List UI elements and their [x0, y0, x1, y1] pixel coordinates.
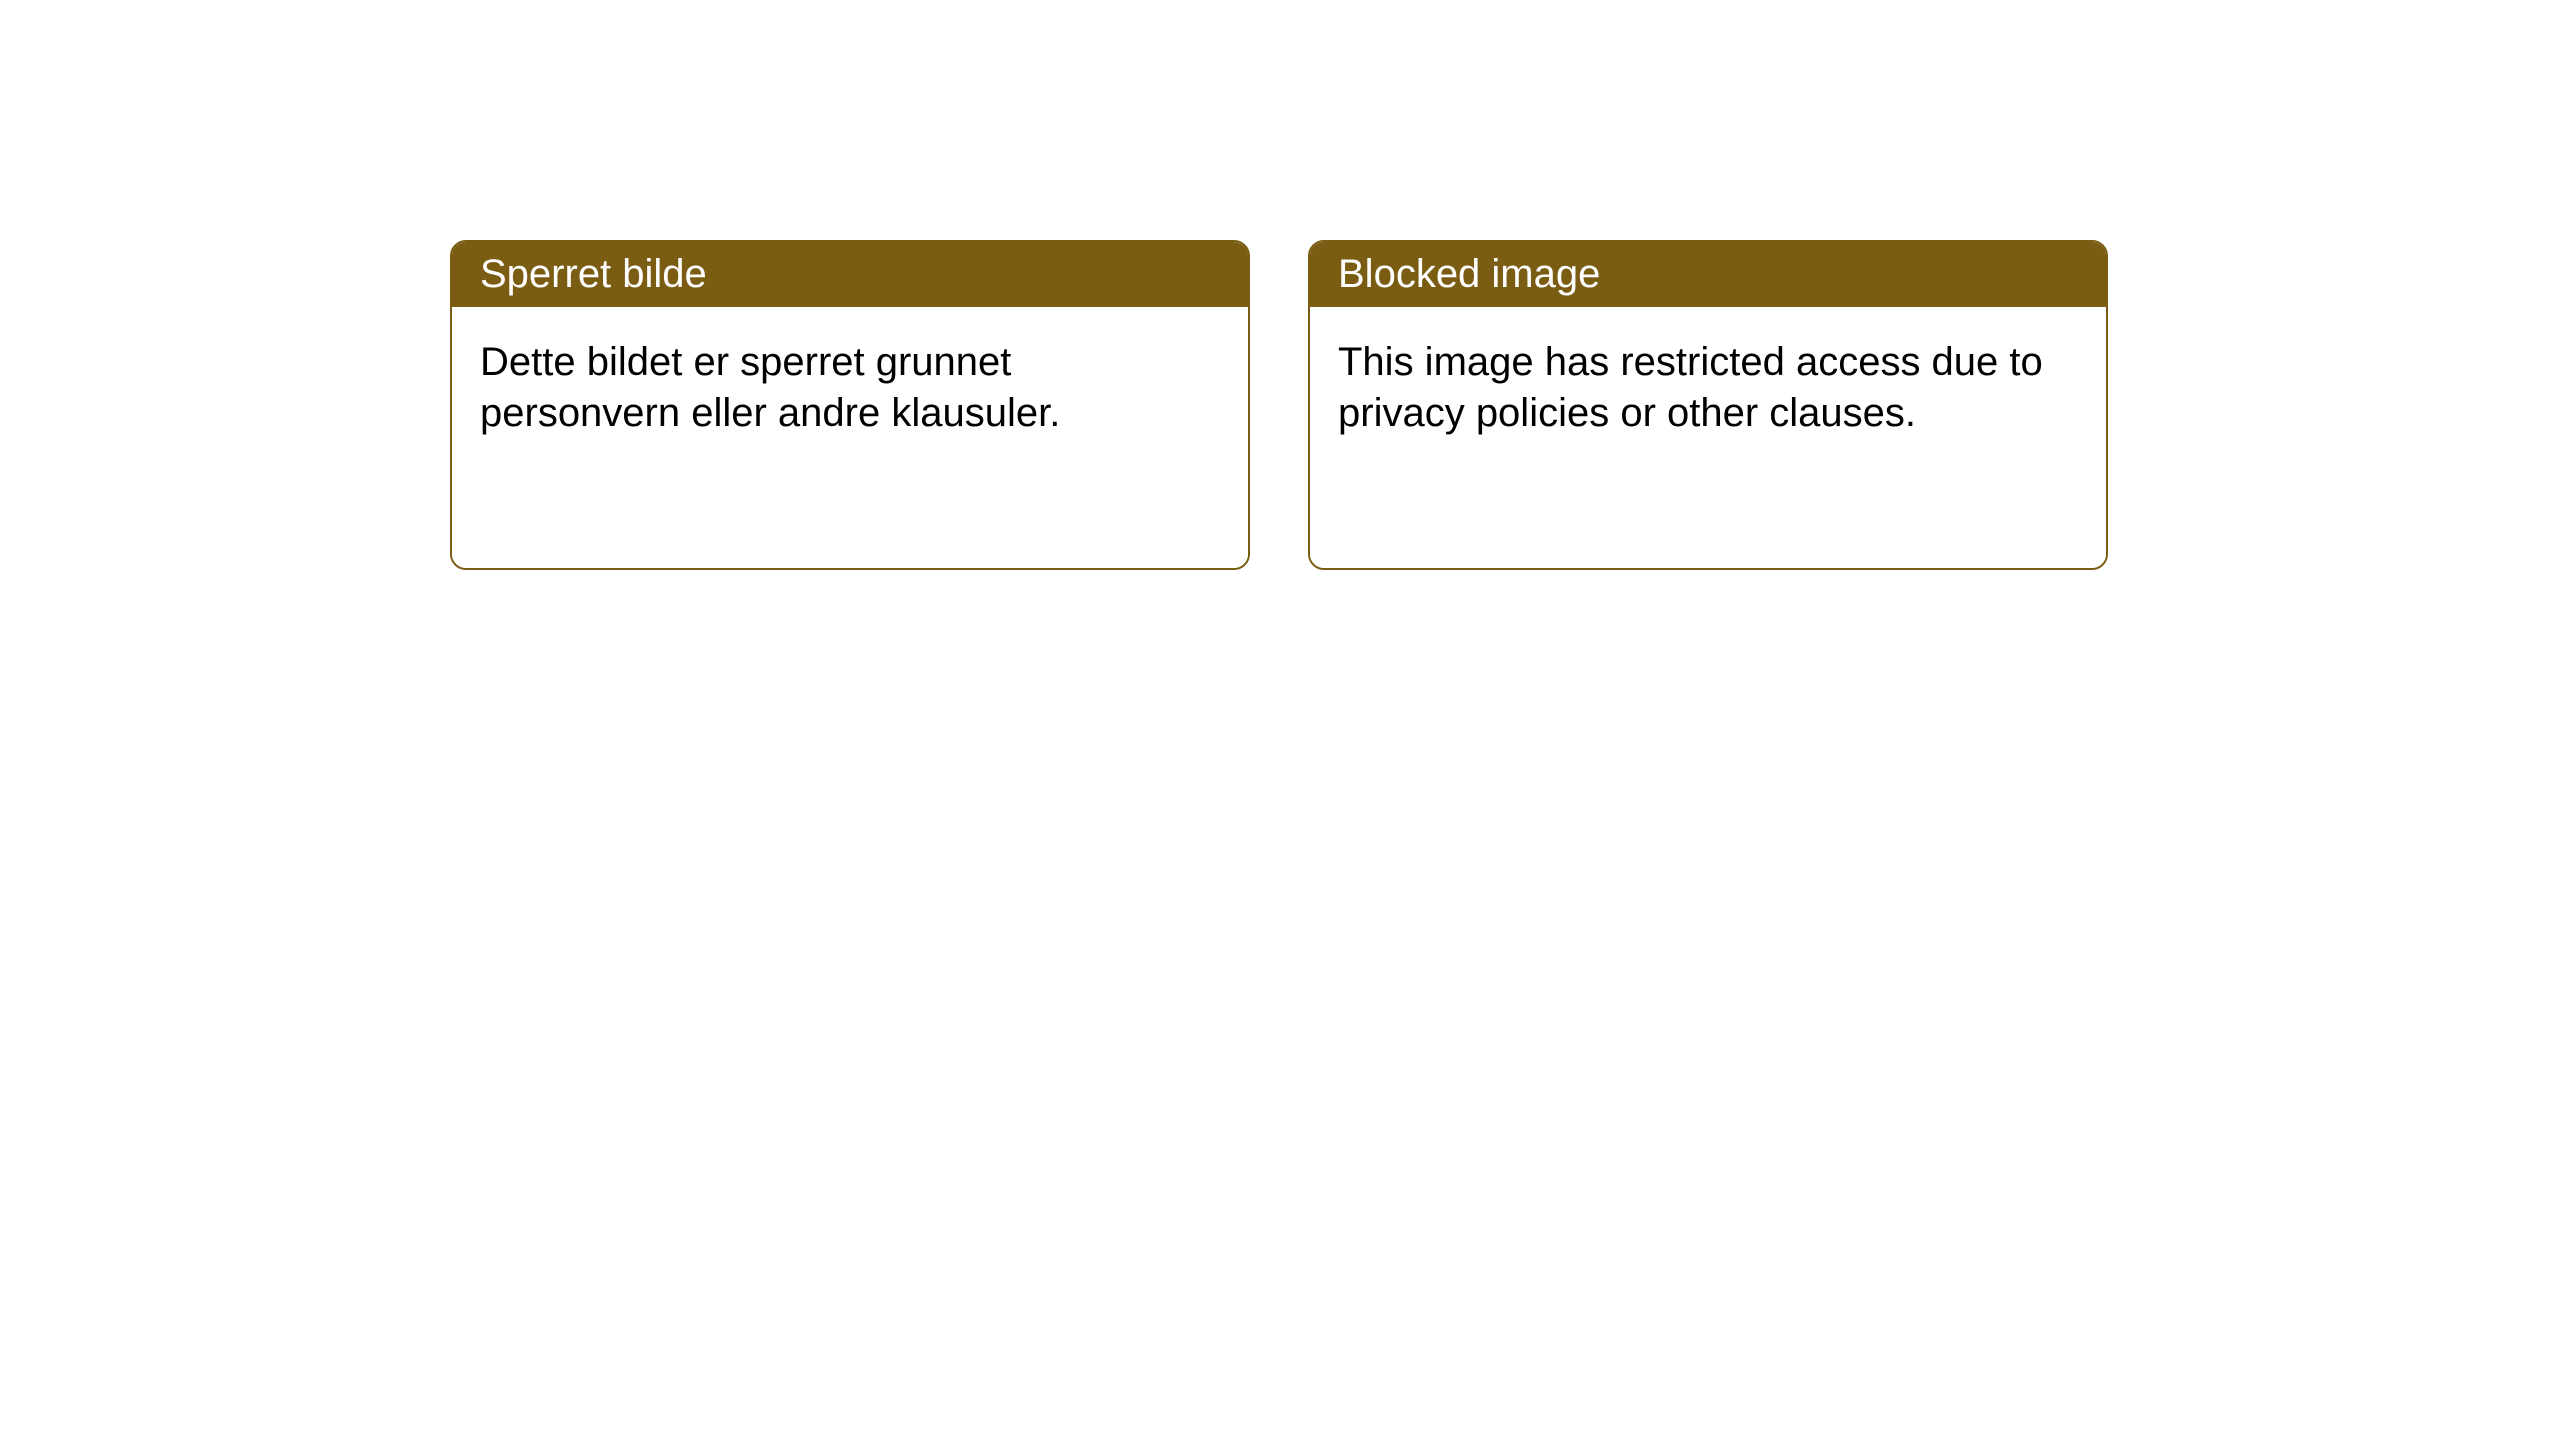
card-title: Sperret bilde	[480, 252, 707, 296]
notice-cards-container: Sperret bilde Dette bildet er sperret gr…	[450, 240, 2108, 570]
card-body-text: This image has restricted access due to …	[1338, 340, 2043, 435]
notice-card-norwegian: Sperret bilde Dette bildet er sperret gr…	[450, 240, 1250, 570]
card-body: This image has restricted access due to …	[1310, 307, 2106, 568]
card-body-text: Dette bildet er sperret grunnet personve…	[480, 340, 1060, 435]
notice-card-english: Blocked image This image has restricted …	[1308, 240, 2108, 570]
card-header: Sperret bilde	[452, 242, 1248, 307]
card-body: Dette bildet er sperret grunnet personve…	[452, 307, 1248, 568]
card-title: Blocked image	[1338, 252, 1600, 296]
card-header: Blocked image	[1310, 242, 2106, 307]
